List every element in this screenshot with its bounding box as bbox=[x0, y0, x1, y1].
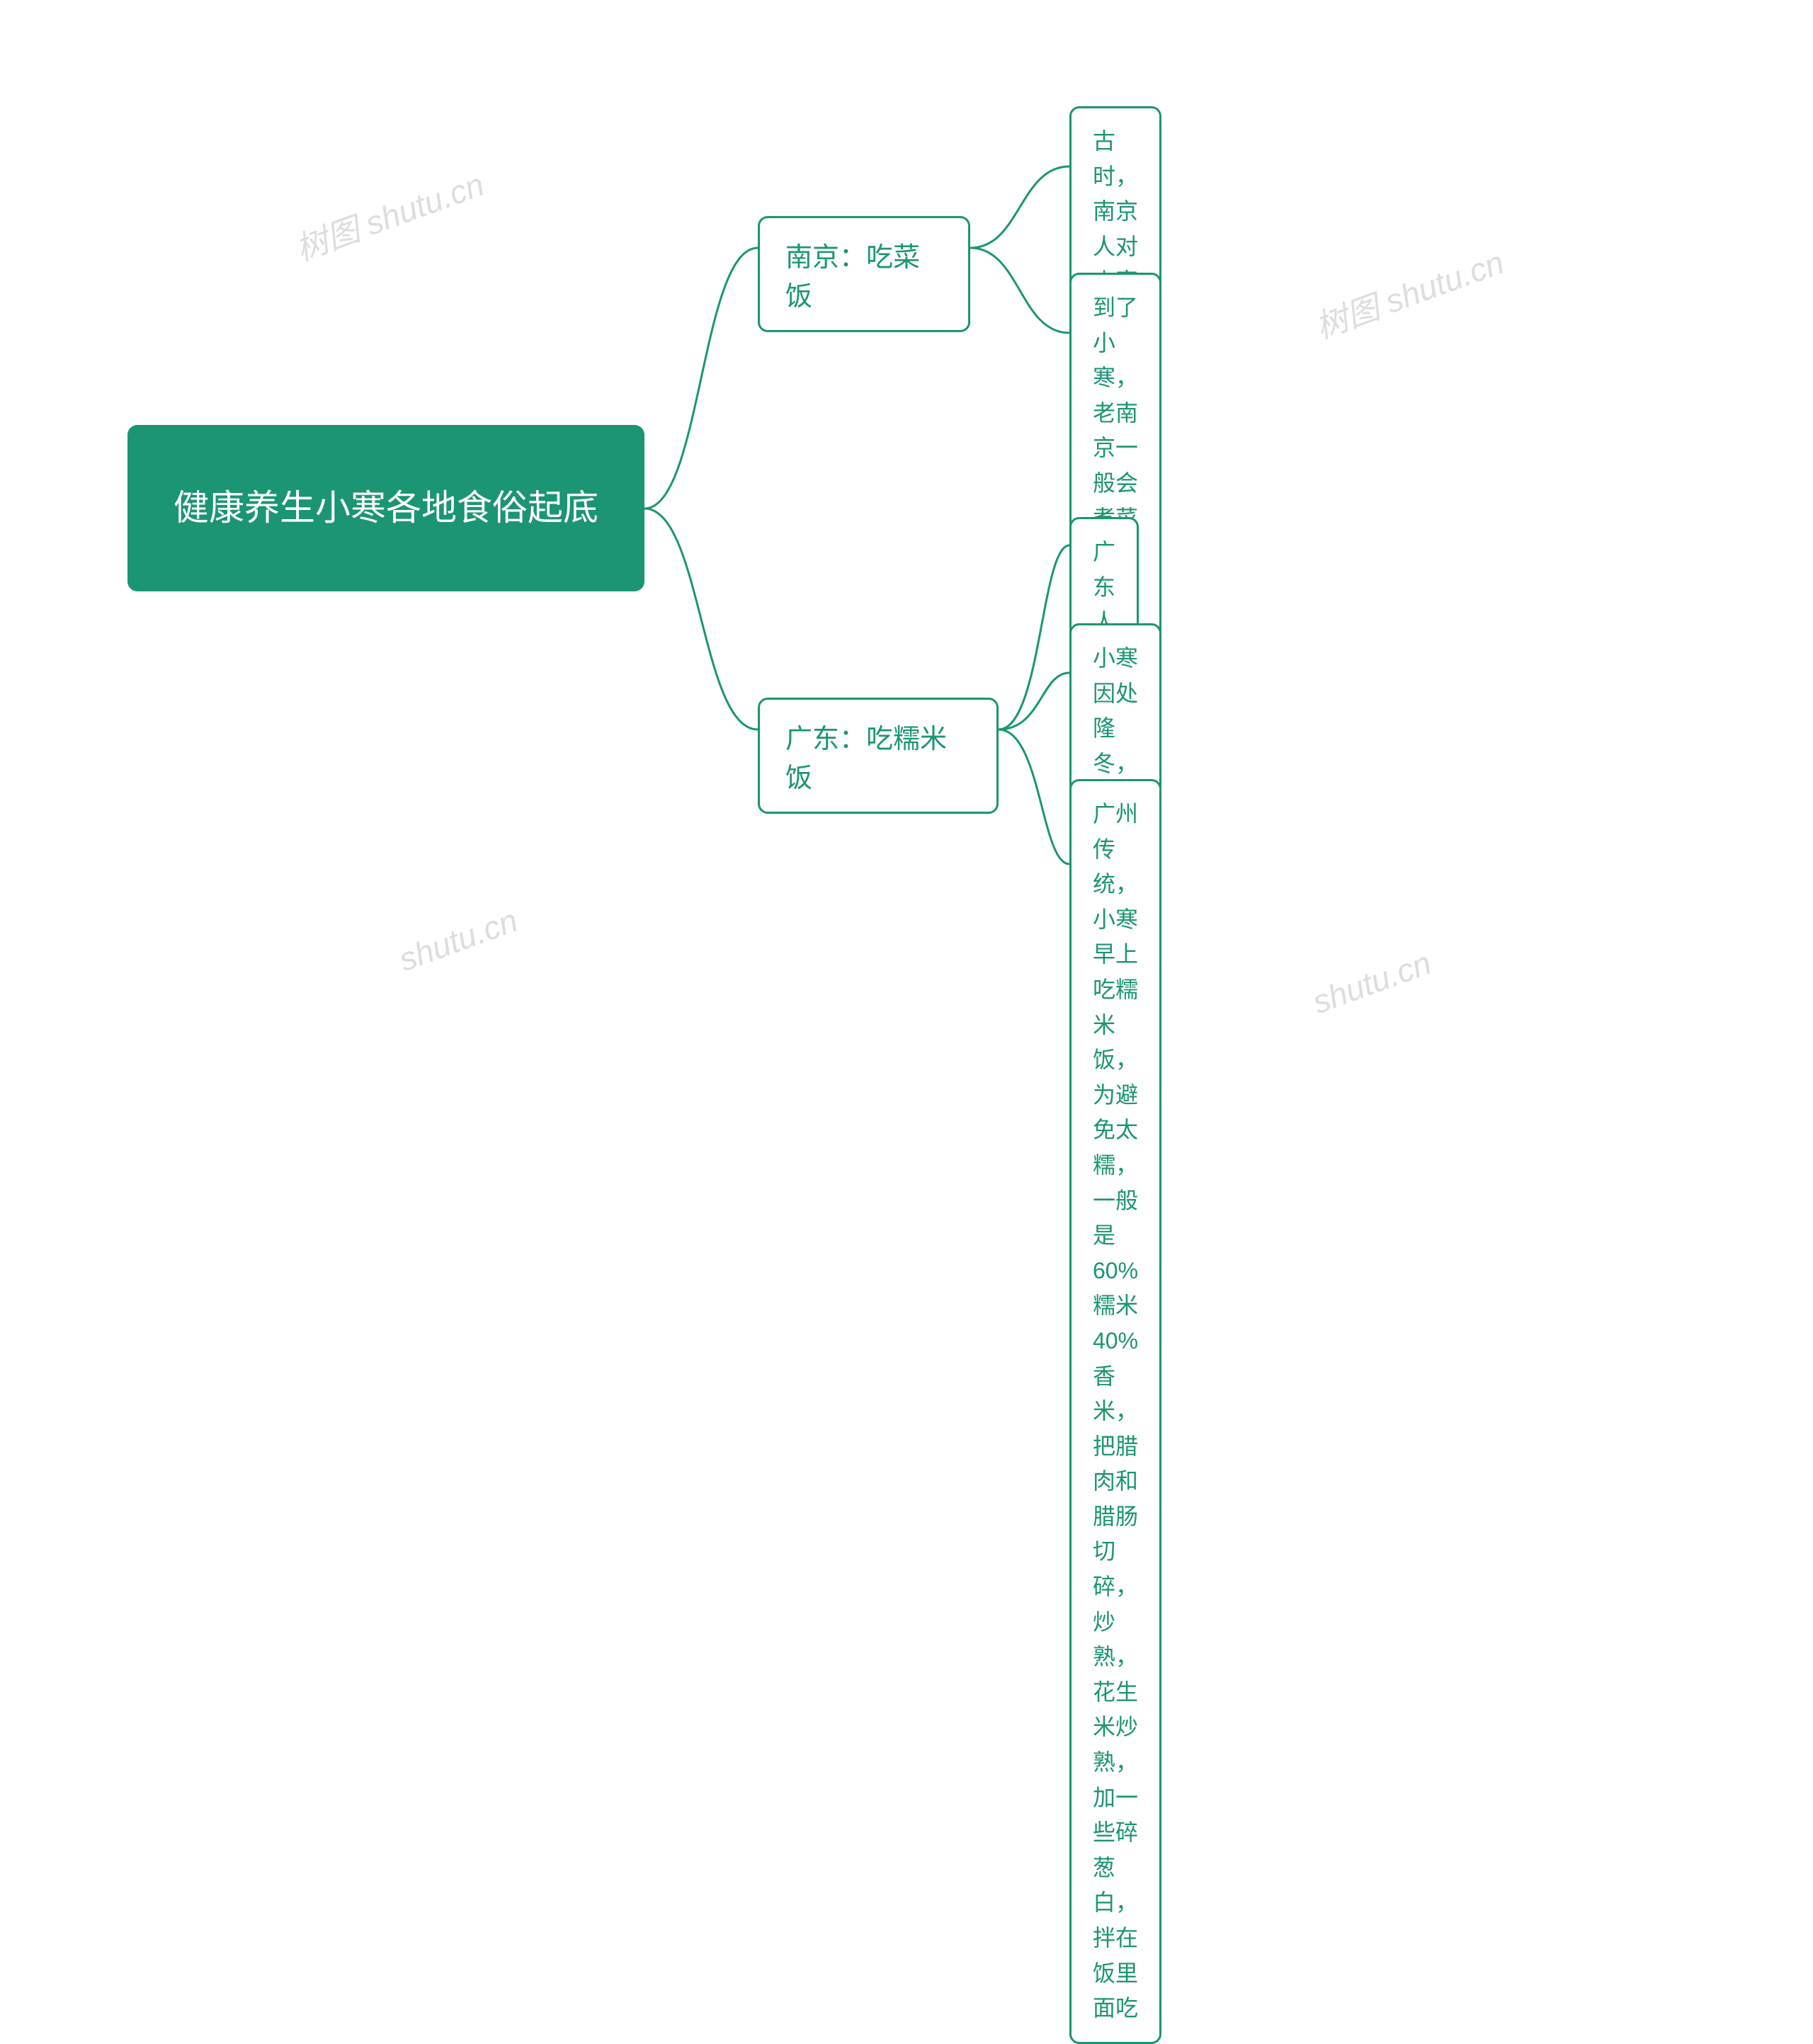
watermark: 树图 shutu.cn bbox=[288, 159, 489, 270]
root-node: 健康养生小寒各地食俗起底 bbox=[127, 425, 644, 591]
branch-nanjing: 南京：吃菜饭 bbox=[758, 216, 970, 332]
watermark: shutu.cn bbox=[1307, 943, 1436, 1021]
watermark: 树图 shutu.cn bbox=[1308, 237, 1509, 348]
branch-guangdong: 广东：吃糯米饭 bbox=[758, 698, 999, 814]
watermark: shutu.cn bbox=[394, 901, 523, 979]
leaf-guangdong-3: 广州传统，小寒早上吃糯米饭，为避免太糯，一般是60%糯米40%香米，把腊肉和腊肠… bbox=[1069, 779, 1161, 2044]
